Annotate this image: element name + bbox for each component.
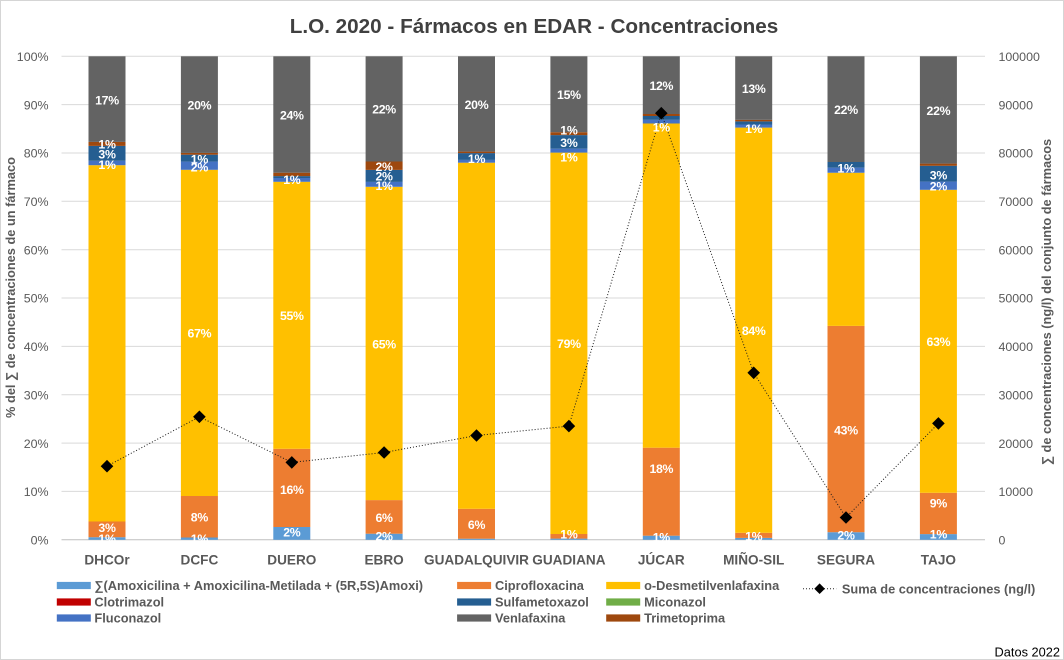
- svg-text:9%: 9%: [930, 497, 948, 511]
- svg-text:1%: 1%: [191, 153, 209, 167]
- svg-text:1%: 1%: [191, 532, 209, 546]
- svg-text:MIÑO-SIL: MIÑO-SIL: [723, 552, 784, 567]
- svg-text:2%: 2%: [376, 169, 394, 183]
- svg-text:50000: 50000: [999, 292, 1034, 306]
- svg-text:65%: 65%: [372, 337, 396, 351]
- svg-text:18%: 18%: [649, 462, 673, 476]
- svg-text:1%: 1%: [653, 531, 671, 545]
- svg-text:20%: 20%: [188, 98, 212, 112]
- svg-text:TAJO: TAJO: [921, 552, 956, 567]
- svg-text:17%: 17%: [95, 93, 119, 107]
- svg-text:80000: 80000: [999, 147, 1034, 161]
- svg-text:DCFC: DCFC: [181, 552, 219, 567]
- svg-text:1%: 1%: [745, 529, 763, 543]
- svg-text:40%: 40%: [24, 340, 49, 354]
- svg-text:Miconazol: Miconazol: [644, 595, 706, 610]
- svg-text:Trimetoprima: Trimetoprima: [644, 611, 726, 626]
- svg-text:22%: 22%: [834, 103, 858, 117]
- svg-text:8%: 8%: [191, 511, 209, 525]
- svg-text:20%: 20%: [24, 437, 49, 451]
- svg-text:GUADALQUIVIR: GUADALQUIVIR: [424, 552, 529, 567]
- svg-text:1%: 1%: [837, 162, 855, 176]
- svg-text:90000: 90000: [999, 98, 1034, 112]
- svg-text:67%: 67%: [188, 327, 212, 341]
- svg-text:13%: 13%: [742, 82, 766, 96]
- svg-text:∑(Amoxicilina + Amoxicilina-Me: ∑(Amoxicilina + Amoxicilina-Metilada + (…: [94, 578, 423, 593]
- svg-text:3%: 3%: [98, 521, 116, 535]
- svg-text:Venlafaxina: Venlafaxina: [495, 611, 566, 626]
- svg-text:55%: 55%: [280, 309, 304, 323]
- svg-text:Clotrimazol: Clotrimazol: [94, 595, 164, 610]
- svg-text:80%: 80%: [24, 147, 49, 161]
- svg-text:100%: 100%: [17, 50, 49, 64]
- svg-text:2%: 2%: [376, 529, 394, 543]
- svg-text:GUADIANA: GUADIANA: [532, 552, 605, 567]
- svg-text:1%: 1%: [98, 138, 116, 152]
- svg-text:0%: 0%: [31, 534, 49, 548]
- svg-text:6%: 6%: [468, 518, 486, 532]
- svg-text:1%: 1%: [283, 173, 301, 187]
- svg-text:3%: 3%: [930, 169, 948, 183]
- svg-text:Datos 2022: Datos 2022: [995, 644, 1060, 659]
- svg-text:1%: 1%: [376, 179, 394, 193]
- svg-text:84%: 84%: [742, 324, 766, 338]
- svg-text:1%: 1%: [930, 527, 948, 541]
- svg-text:1%: 1%: [560, 527, 578, 541]
- svg-text:1%: 1%: [745, 122, 763, 136]
- svg-text:Sulfametoxazol: Sulfametoxazol: [495, 595, 589, 610]
- svg-text:Fluconazol: Fluconazol: [94, 611, 161, 626]
- svg-text:16%: 16%: [280, 483, 304, 497]
- svg-text:22%: 22%: [372, 103, 396, 117]
- svg-text:DUERO: DUERO: [267, 552, 316, 567]
- svg-text:22%: 22%: [927, 104, 951, 118]
- svg-text:0: 0: [999, 534, 1006, 548]
- svg-text:L.O. 2020 - Fármacos en EDAR -: L.O. 2020 - Fármacos en EDAR - Concentra…: [290, 15, 779, 38]
- svg-text:3%: 3%: [560, 136, 578, 150]
- svg-text:90%: 90%: [24, 98, 49, 112]
- svg-text:40000: 40000: [999, 340, 1034, 354]
- svg-text:43%: 43%: [834, 424, 858, 438]
- svg-text:20%: 20%: [465, 98, 489, 112]
- svg-text:50%: 50%: [24, 292, 49, 306]
- svg-text:60%: 60%: [24, 243, 49, 257]
- svg-text:100000: 100000: [999, 50, 1040, 64]
- svg-text:2%: 2%: [283, 525, 301, 539]
- svg-text:2%: 2%: [837, 528, 855, 542]
- svg-text:2%: 2%: [376, 160, 394, 174]
- svg-text:12%: 12%: [649, 79, 673, 93]
- svg-text:EBRO: EBRO: [364, 552, 403, 567]
- svg-text:30%: 30%: [24, 388, 49, 402]
- svg-text:60000: 60000: [999, 243, 1034, 257]
- svg-text:1%: 1%: [468, 152, 486, 166]
- svg-text:20000: 20000: [999, 437, 1034, 451]
- svg-text:1%: 1%: [560, 123, 578, 137]
- svg-text:∑ de concentraciones (ng/l) de: ∑ de concentraciones (ng/l) del conjunto…: [1039, 139, 1054, 465]
- svg-text:Ciprofloxacina: Ciprofloxacina: [495, 578, 585, 593]
- svg-text:63%: 63%: [927, 335, 951, 349]
- svg-text:1%: 1%: [98, 158, 116, 172]
- svg-text:70%: 70%: [24, 195, 49, 209]
- svg-text:10000: 10000: [999, 485, 1034, 499]
- svg-text:70000: 70000: [999, 195, 1034, 209]
- svg-text:% del ∑ de concentraciones de: % del ∑ de concentraciones de un fármaco: [3, 157, 18, 418]
- svg-text:1%: 1%: [653, 121, 671, 135]
- svg-text:30000: 30000: [999, 388, 1034, 402]
- svg-text:1%: 1%: [560, 151, 578, 165]
- svg-text:SEGURA: SEGURA: [817, 552, 875, 567]
- svg-text:6%: 6%: [376, 511, 394, 525]
- svg-text:2%: 2%: [930, 180, 948, 194]
- svg-text:Suma de concentraciones (ng/l): Suma de concentraciones (ng/l): [842, 581, 1035, 596]
- svg-text:3%: 3%: [98, 148, 116, 162]
- svg-text:JÚCAR: JÚCAR: [638, 552, 685, 567]
- svg-text:15%: 15%: [557, 88, 581, 102]
- svg-text:DHCOr: DHCOr: [84, 552, 130, 567]
- svg-text:1%: 1%: [98, 532, 116, 546]
- svg-text:2%: 2%: [191, 161, 209, 175]
- svg-text:o-Desmetilvenlafaxina: o-Desmetilvenlafaxina: [644, 578, 780, 593]
- svg-text:24%: 24%: [280, 108, 304, 122]
- svg-text:10%: 10%: [24, 485, 49, 499]
- svg-text:79%: 79%: [557, 337, 581, 351]
